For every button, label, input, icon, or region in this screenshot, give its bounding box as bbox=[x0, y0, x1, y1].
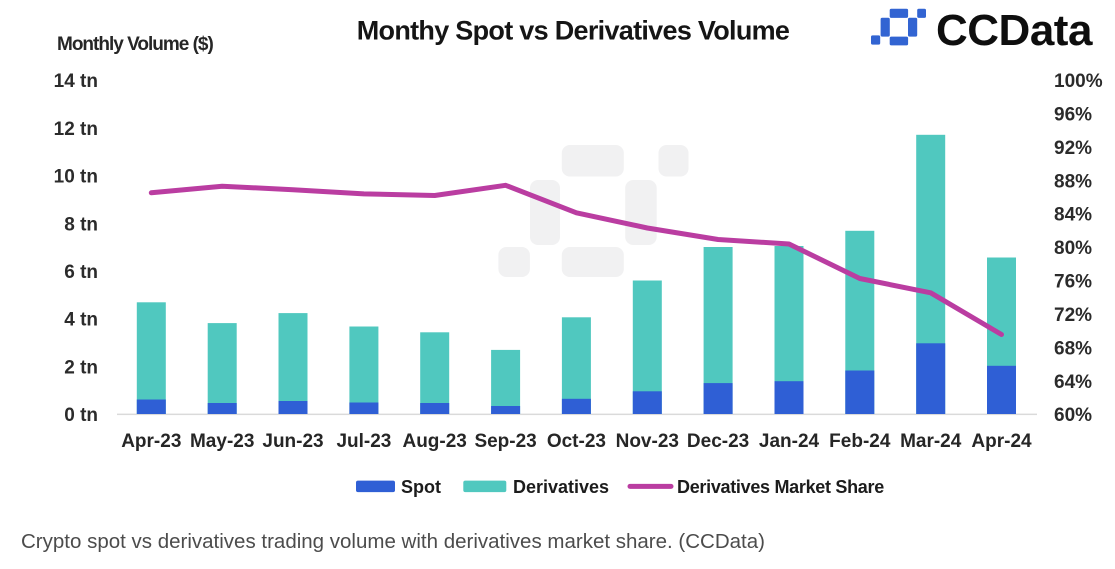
svg-text:6 tn: 6 tn bbox=[64, 262, 98, 283]
svg-text:Monthly Volume ($): Monthly Volume ($) bbox=[57, 34, 213, 55]
svg-text:Jul-23: Jul-23 bbox=[336, 431, 391, 452]
svg-text:0 tn: 0 tn bbox=[64, 405, 98, 426]
svg-text:CCData: CCData bbox=[936, 6, 1093, 55]
svg-text:May-23: May-23 bbox=[190, 431, 254, 452]
svg-text:10 tn: 10 tn bbox=[54, 167, 98, 188]
svg-text:Apr-23: Apr-23 bbox=[121, 431, 181, 452]
svg-text:Jun-23: Jun-23 bbox=[262, 431, 323, 452]
svg-text:8 tn: 8 tn bbox=[64, 214, 98, 235]
svg-text:Aug-23: Aug-23 bbox=[402, 431, 466, 452]
svg-text:Crypto spot vs derivatives tra: Crypto spot vs derivatives trading volum… bbox=[21, 530, 765, 553]
svg-text:96%: 96% bbox=[1054, 105, 1092, 126]
svg-text:Derivatives: Derivatives bbox=[513, 477, 609, 497]
svg-text:Apr-24: Apr-24 bbox=[971, 431, 1032, 452]
svg-text:64%: 64% bbox=[1054, 372, 1092, 393]
svg-text:Jan-24: Jan-24 bbox=[759, 431, 820, 452]
svg-text:Feb-24: Feb-24 bbox=[829, 431, 891, 452]
svg-text:92%: 92% bbox=[1054, 138, 1092, 159]
svg-text:72%: 72% bbox=[1054, 305, 1092, 326]
svg-text:88%: 88% bbox=[1054, 171, 1092, 192]
svg-text:80%: 80% bbox=[1054, 238, 1092, 259]
svg-text:14 tn: 14 tn bbox=[54, 71, 98, 92]
svg-text:Mar-24: Mar-24 bbox=[900, 431, 962, 452]
svg-text:4 tn: 4 tn bbox=[64, 310, 98, 331]
svg-text:76%: 76% bbox=[1054, 272, 1092, 293]
svg-text:68%: 68% bbox=[1054, 338, 1092, 359]
svg-text:100%: 100% bbox=[1054, 71, 1103, 92]
svg-text:Oct-23: Oct-23 bbox=[547, 431, 606, 452]
svg-text:Spot: Spot bbox=[401, 477, 441, 497]
svg-text:2 tn: 2 tn bbox=[64, 358, 98, 379]
svg-text:Nov-23: Nov-23 bbox=[616, 431, 679, 452]
svg-text:84%: 84% bbox=[1054, 205, 1092, 226]
svg-text:Monthy Spot vs Derivatives Vol: Monthy Spot vs Derivatives Volume bbox=[357, 16, 790, 46]
svg-text:Dec-23: Dec-23 bbox=[687, 431, 749, 452]
svg-text:Derivatives Market Share: Derivatives Market Share bbox=[677, 477, 884, 497]
svg-text:Sep-23: Sep-23 bbox=[474, 431, 536, 452]
svg-text:12 tn: 12 tn bbox=[54, 119, 98, 140]
svg-text:60%: 60% bbox=[1054, 405, 1092, 426]
